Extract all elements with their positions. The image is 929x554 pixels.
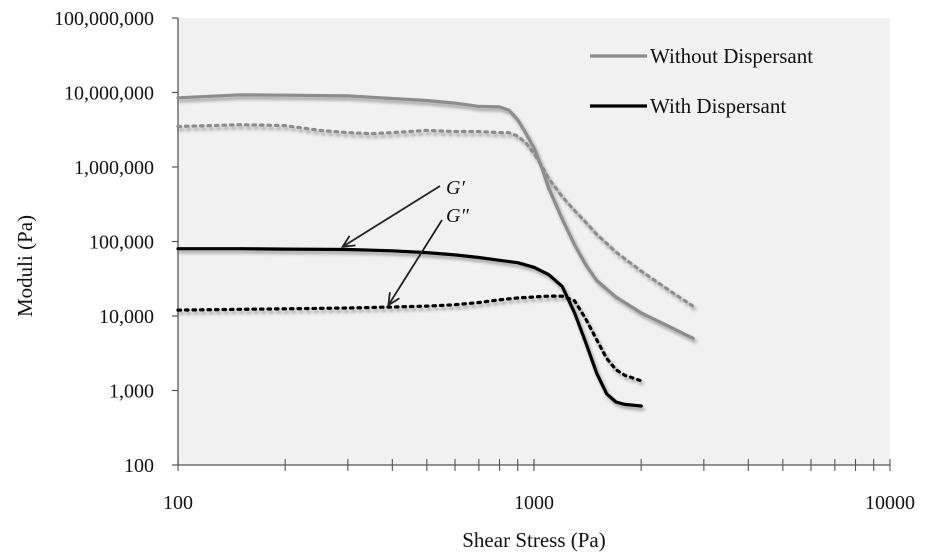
series-line-with-dispersant-g-double-prime [176,294,643,383]
annotations: G′ G″ [340,177,469,307]
legend: Without Dispersant With Dispersant [590,44,813,118]
legend-label-with-dispersant: With Dispersant [650,94,786,118]
y-tick-label: 100 [124,455,154,477]
arrow-head-g-prime [340,235,356,248]
y-tick-label: 100,000,000 [54,8,154,30]
x-minor-ticks [177,459,891,471]
x-tick-label: 100 [163,492,193,514]
plot-area [178,18,890,465]
y-tick-label: 10,000,000 [64,83,154,105]
legend-label-without-dispersant: Without Dispersant [650,44,813,68]
y-tick-label: 1,000 [109,381,154,403]
x-tick-label: 1000 [514,492,554,514]
y-axis-title: Moduli (Pa) [13,215,37,317]
y-tick-labels: 100 1,000 10,000 100,000 1,000,000 10,000,000… [54,8,154,477]
y-tick-label: 100,000 [89,232,154,254]
x-tick-label: 10000 [865,492,915,514]
x-axis-title: Shear Stress (Pa) [462,528,605,552]
annotation-g-double-prime: G″ [446,205,469,227]
annotation-arrow-g-prime [342,185,441,248]
series-line-without-dispersant-g-prime [176,93,695,340]
y-major-ticks [172,17,178,466]
annotation-g-prime: G′ [446,177,465,199]
y-tick-label: 10,000 [99,306,154,328]
series-layer [176,93,695,408]
y-tick-label: 1,000,000 [74,157,154,179]
arrow-head-g-double-prime [387,292,400,307]
series-line-without-dispersant-g-double-prime [176,123,695,308]
x-tick-labels: 100 1000 10000 [163,492,915,514]
series-line-with-dispersant-g-prime [176,247,643,408]
annotation-arrow-g-double-prime [387,219,443,306]
